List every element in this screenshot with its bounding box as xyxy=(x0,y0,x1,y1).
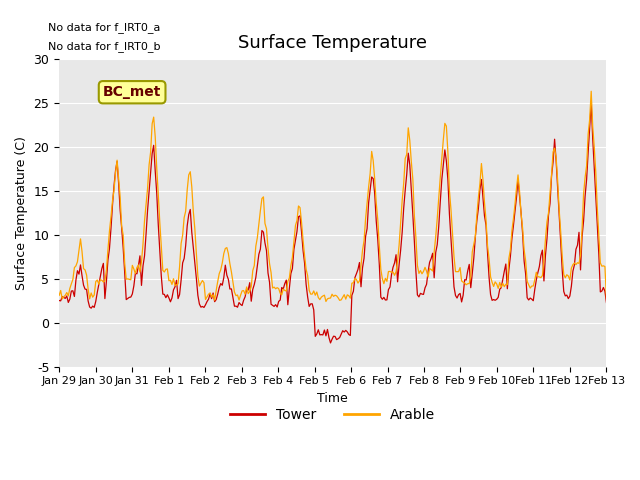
X-axis label: Time: Time xyxy=(317,392,348,405)
Arable xyxy=(246,288,253,294)
Tower xyxy=(237,301,244,307)
Tower xyxy=(294,214,302,220)
Tower xyxy=(246,280,253,286)
Tower xyxy=(55,298,63,303)
Text: No data for f_IRT0_a: No data for f_IRT0_a xyxy=(48,23,161,34)
Title: Surface Temperature: Surface Temperature xyxy=(238,34,428,52)
Legend: Tower, Arable: Tower, Arable xyxy=(225,402,441,427)
Tower xyxy=(573,242,581,248)
Tower xyxy=(326,340,334,346)
Line: Tower: Tower xyxy=(59,103,607,343)
Text: BC_met: BC_met xyxy=(103,85,161,99)
Tower xyxy=(218,282,226,288)
Arable xyxy=(588,88,595,94)
Text: No data for f_IRT0_b: No data for f_IRT0_b xyxy=(48,41,161,52)
Y-axis label: Surface Temperature (C): Surface Temperature (C) xyxy=(15,136,28,290)
Tower xyxy=(588,100,595,106)
Arable xyxy=(573,260,581,265)
Line: Arable: Arable xyxy=(59,91,607,301)
Arable xyxy=(603,295,611,301)
Tower xyxy=(603,300,611,305)
Arable xyxy=(237,292,244,298)
Arable xyxy=(322,299,330,304)
Tower xyxy=(122,297,130,302)
Arable xyxy=(218,260,226,266)
Arable xyxy=(122,276,130,282)
Arable xyxy=(55,292,63,298)
Arable xyxy=(294,203,302,209)
